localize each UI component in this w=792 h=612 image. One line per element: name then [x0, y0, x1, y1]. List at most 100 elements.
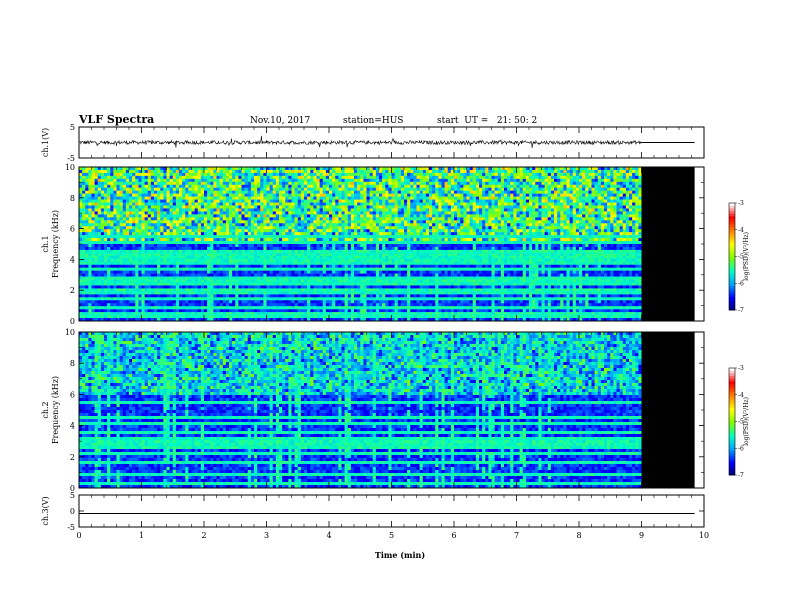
- spectrogram-cell: [382, 172, 386, 177]
- spectrogram-cell: [463, 220, 467, 224]
- spectrogram-cell: [350, 178, 355, 183]
- spectrogram-cell: [175, 217, 180, 221]
- spectrogram-cell: [313, 223, 317, 227]
- spectrogram-cell: [329, 229, 333, 233]
- spectrogram-cell: [179, 229, 183, 233]
- spectrogram-cell: [129, 190, 133, 194]
- spectrogram-cell: [591, 244, 595, 248]
- spectrogram-cell: [329, 196, 333, 200]
- spectrogram-cell: [144, 208, 149, 212]
- spectrogram-cell: [419, 181, 424, 186]
- spectrogram-cell: [322, 169, 327, 174]
- spectrogram-cell: [350, 208, 355, 212]
- spectrogram-cell: [416, 220, 420, 224]
- spectrogram-cell: [275, 226, 280, 230]
- spectrogram-cell: [407, 223, 411, 227]
- spectrogram-cell: [294, 217, 299, 221]
- spectrogram-cell: [175, 167, 180, 171]
- spectrogram-cell: [182, 214, 186, 218]
- spectrogram-cell: [282, 196, 286, 200]
- spectrogram-cell: [541, 196, 545, 200]
- spectrogram-cell: [554, 238, 558, 242]
- spectrogram-cell: [325, 184, 330, 189]
- spectrogram-cell: [519, 181, 524, 186]
- spectrogram-cell: [479, 172, 483, 177]
- spectrogram-cell: [207, 205, 211, 209]
- spectrogram-cell: [535, 217, 539, 221]
- spectrogram-cell: [319, 238, 324, 242]
- spectrogram-cell: [119, 244, 124, 248]
- spectrogram-cell: [182, 175, 186, 180]
- spectrogram-cell: [329, 181, 333, 186]
- spectrogram-cell: [150, 181, 155, 186]
- spectrogram-cell: [463, 211, 467, 215]
- spectrogram-cell: [85, 208, 89, 212]
- spectrogram-cell: [188, 238, 192, 242]
- spectrogram-cell: [507, 202, 511, 206]
- spectrogram-cell: [500, 199, 505, 203]
- spectrogram-cell: [454, 184, 458, 189]
- spectrogram-cell: [213, 181, 217, 186]
- spectrogram-cell: [169, 232, 174, 236]
- spectrogram-cell: [294, 199, 299, 203]
- spectrogram-cell: [169, 181, 174, 186]
- spectrogram-cell: [519, 187, 524, 191]
- spectrogram-cell: [513, 211, 517, 215]
- spectrogram-cell: [416, 223, 420, 227]
- spectrogram-cell: [122, 232, 127, 236]
- spectrogram-cell: [385, 220, 389, 224]
- spectrogram-cell: [344, 184, 349, 189]
- spectrogram-cell: [113, 220, 117, 224]
- spectrogram-cell: [319, 193, 324, 197]
- spectrogram-cell: [219, 238, 224, 242]
- spectrogram-cell: [419, 193, 424, 197]
- spectrogram-cell: [288, 169, 292, 174]
- spectrogram-cell: [529, 238, 533, 242]
- spectrogram-cell: [272, 208, 277, 212]
- spectrogram-cell: [200, 184, 205, 189]
- spectrogram-cell: [94, 175, 99, 180]
- spectrogram-cell: [594, 238, 599, 242]
- spectrogram-cell: [572, 190, 577, 194]
- spectrogram-cell: [269, 181, 274, 186]
- spectrogram-cell: [363, 199, 367, 203]
- spectrogram-cell: [482, 202, 486, 206]
- spectrogram-cell: [216, 181, 220, 186]
- spectrogram-cell: [132, 187, 136, 191]
- spectrogram-cell: [294, 169, 299, 174]
- spectrogram-cell: [344, 217, 349, 221]
- spectrogram-cell: [379, 229, 383, 233]
- ch1-waveform-panel: [78, 135, 695, 148]
- spectrogram-cell: [444, 229, 449, 233]
- spectrogram-cell: [132, 217, 136, 221]
- spectrogram-cell: [297, 202, 302, 206]
- spectrogram-cell: [244, 172, 249, 177]
- spectrogram-cell: [225, 244, 230, 248]
- spectrogram-cell: [535, 184, 539, 189]
- spectrogram-cell: [188, 187, 192, 191]
- spectrogram-cell: [91, 211, 95, 215]
- spectrogram-cell: [394, 169, 399, 174]
- spectrogram-cell: [100, 226, 105, 230]
- spectrogram-cell: [247, 196, 252, 200]
- spectrogram-cell: [407, 229, 411, 233]
- spectrogram-cell: [569, 217, 574, 221]
- spectrogram-cell: [519, 208, 524, 212]
- spectrogram-cell: [504, 196, 508, 200]
- spectrogram-cell: [588, 178, 592, 183]
- spectrogram-cell: [607, 229, 611, 233]
- spectrogram-cell: [285, 214, 289, 218]
- spectrogram-cell: [582, 178, 586, 183]
- spectrogram-cell: [616, 214, 620, 218]
- spectrogram-cell: [350, 205, 355, 209]
- spectrogram-cell: [104, 238, 108, 242]
- spectrogram-cell: [585, 172, 589, 177]
- spectrogram-cell: [575, 232, 580, 236]
- spectrogram-cell: [200, 202, 205, 206]
- spectrogram-cell: [544, 205, 549, 209]
- spectrogram-cell: [582, 223, 586, 227]
- spectrogram-cell: [597, 208, 602, 212]
- spectrogram-cell: [232, 181, 236, 186]
- spectrogram-cell: [600, 169, 605, 174]
- spectrogram-cell: [460, 217, 464, 221]
